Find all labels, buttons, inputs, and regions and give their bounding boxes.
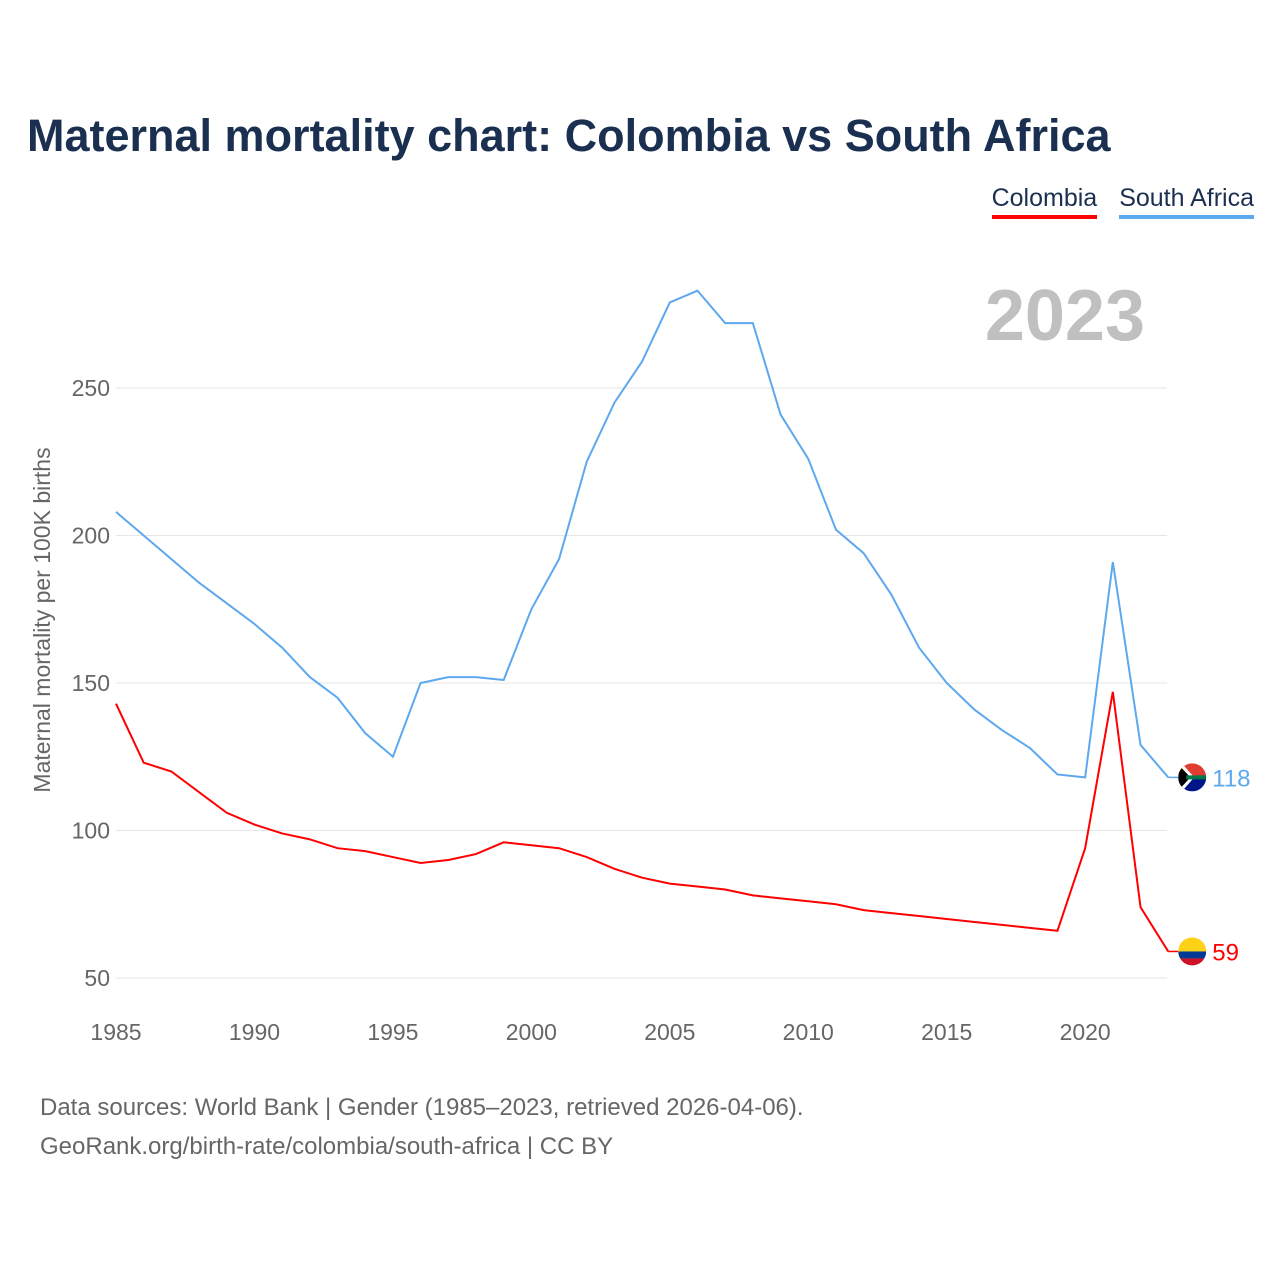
legend-colombia[interactable]: Colombia: [991, 184, 1098, 219]
y-tick-label: 150: [72, 670, 110, 696]
attribution-link[interactable]: GeoRank.org/birth-rate/colombia/south-af…: [40, 1133, 614, 1160]
series-line-colombia: [115, 691, 1170, 952]
legend-south-africa[interactable]: South Africa: [1119, 184, 1254, 219]
year-watermark: 2023: [985, 276, 1145, 356]
x-tick-label: 1995: [367, 1019, 418, 1045]
source-text: Data sources: World Bank | Gender (1985–…: [40, 1094, 804, 1121]
y-tick-label: 200: [72, 523, 110, 549]
south-africa-flag-icon: [1178, 763, 1207, 792]
footer: Data sources: World Bank | Gender (1985–…: [40, 1088, 804, 1166]
end-value-label: 118: [1212, 765, 1250, 792]
series-line-south-africa: [115, 289, 1169, 779]
chart-title: Maternal mortality chart: Colombia vs So…: [27, 110, 1111, 161]
y-axis-label: Maternal mortality per 100K births: [29, 447, 55, 792]
x-tick-label: 2005: [644, 1019, 695, 1045]
x-tick-label: 2020: [1060, 1019, 1111, 1045]
x-tick-label: 2010: [783, 1019, 834, 1045]
x-tick-label: 1985: [90, 1019, 141, 1045]
colombia-flag-icon: [1178, 937, 1207, 966]
x-tick-label: 2015: [921, 1019, 972, 1045]
y-tick-label: 250: [72, 375, 110, 401]
y-tick-label: 100: [72, 818, 110, 844]
legend: Colombia South Africa: [991, 184, 1254, 219]
end-value-label: 59: [1212, 939, 1239, 966]
y-tick-label: 50: [84, 965, 110, 991]
x-tick-label: 2000: [506, 1019, 557, 1045]
x-tick-label: 1990: [229, 1019, 280, 1045]
